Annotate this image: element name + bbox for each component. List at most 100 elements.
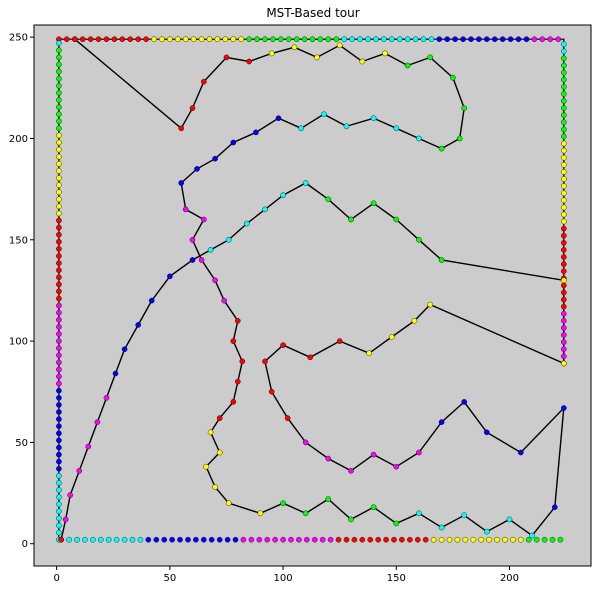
- border-point: [561, 346, 567, 353]
- tour-point: [225, 500, 232, 507]
- border-point: [327, 536, 334, 543]
- tour-point: [529, 532, 535, 539]
- border-point: [561, 76, 567, 83]
- x-tick-label: 150: [387, 573, 406, 584]
- border-point: [470, 536, 477, 543]
- border-point: [319, 536, 326, 543]
- border-point: [56, 210, 62, 217]
- border-point: [248, 536, 255, 543]
- border-point: [56, 331, 62, 337]
- tour-point: [85, 443, 92, 450]
- tour-point: [200, 216, 207, 223]
- border-point: [561, 303, 567, 310]
- tour-point: [382, 50, 388, 57]
- y-tick-label: 0: [22, 539, 28, 550]
- border-point: [561, 225, 567, 232]
- border-point: [56, 416, 62, 422]
- border-point: [288, 536, 294, 543]
- plot-area: [33, 24, 592, 567]
- border-point: [262, 36, 268, 43]
- tour-point: [121, 346, 128, 353]
- border-point: [561, 48, 567, 55]
- border-point: [333, 36, 340, 43]
- tour-point: [284, 415, 291, 421]
- tour-point: [239, 358, 246, 365]
- border-point: [56, 146, 62, 153]
- border-point: [454, 536, 461, 543]
- border-point: [177, 536, 183, 543]
- border-point: [561, 183, 567, 189]
- border-point: [56, 480, 62, 486]
- border-point: [167, 36, 173, 43]
- tour-point: [223, 54, 230, 61]
- border-point: [375, 536, 382, 543]
- border-point: [216, 536, 223, 543]
- tour-point: [135, 322, 141, 328]
- border-point: [412, 36, 419, 43]
- border-point: [531, 36, 538, 43]
- tour-point: [225, 236, 232, 243]
- border-point: [561, 310, 567, 317]
- tour-point: [388, 334, 395, 340]
- border-point: [56, 423, 62, 430]
- border-point: [561, 55, 567, 62]
- tour-point: [411, 317, 418, 324]
- border-point: [193, 536, 199, 543]
- border-point: [56, 83, 62, 89]
- tour-point: [370, 200, 377, 207]
- border-point: [56, 394, 62, 401]
- tour-point: [189, 236, 196, 243]
- tour-point: [246, 58, 252, 65]
- border-point: [325, 36, 332, 43]
- border-point: [391, 536, 397, 543]
- tour-point: [198, 257, 205, 263]
- border-point: [153, 536, 160, 543]
- y-tick-label: 150: [9, 235, 28, 246]
- border-point: [56, 90, 62, 96]
- border-point: [56, 224, 62, 231]
- border-point: [79, 36, 86, 43]
- border-point: [56, 132, 62, 139]
- border-point: [293, 36, 300, 43]
- border-point: [561, 197, 567, 204]
- border-point: [129, 536, 136, 543]
- border-point: [317, 36, 324, 43]
- border-point: [198, 36, 205, 43]
- tour-point: [552, 504, 558, 511]
- x-tick-label: 200: [500, 573, 519, 584]
- border-point: [343, 536, 350, 543]
- border-point: [56, 111, 62, 117]
- border-point: [335, 536, 342, 543]
- border-point: [349, 36, 355, 43]
- border-point: [404, 36, 411, 43]
- tour-point: [280, 500, 286, 507]
- border-point: [232, 536, 239, 543]
- tour-point: [194, 166, 200, 172]
- border-point: [56, 253, 62, 259]
- border-point: [494, 536, 500, 543]
- border-point: [515, 36, 522, 43]
- border-point: [56, 118, 62, 124]
- border-point: [56, 160, 62, 167]
- border-point: [206, 36, 213, 43]
- border-point: [483, 36, 490, 43]
- tour-point: [561, 277, 567, 284]
- tour-point: [336, 338, 343, 344]
- tour-point: [359, 58, 366, 65]
- border-point: [121, 536, 128, 543]
- border-point: [561, 190, 567, 196]
- tour-point: [393, 463, 400, 470]
- tour-point: [268, 388, 275, 395]
- border-point: [396, 36, 403, 43]
- border-point: [56, 324, 62, 330]
- border-point: [56, 402, 62, 408]
- border-point: [561, 84, 567, 90]
- border-point: [561, 62, 567, 69]
- border-point: [56, 288, 62, 295]
- tour-point: [230, 399, 237, 405]
- tour-point: [438, 524, 445, 531]
- border-point: [561, 339, 567, 345]
- border-point: [240, 536, 247, 543]
- border-point: [56, 246, 62, 252]
- tour-point: [416, 510, 422, 517]
